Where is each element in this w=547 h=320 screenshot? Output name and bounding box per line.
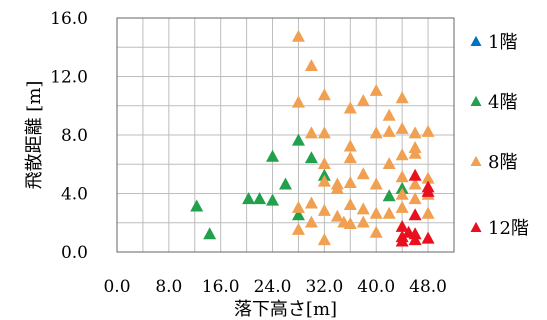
data-point: [242, 192, 256, 205]
data-point: [291, 29, 305, 42]
data-point: [408, 208, 422, 221]
data-point: [343, 176, 357, 189]
data-point: [369, 206, 383, 219]
data-point: [369, 126, 383, 139]
y-tick-labels: 0.0 4.0 8.0 12.0 16.0: [50, 9, 88, 263]
data-point: [369, 225, 383, 238]
data-point: [421, 124, 435, 137]
data-point: [291, 222, 305, 235]
data-point: [421, 206, 435, 219]
data-point: [356, 202, 370, 215]
data-point: [343, 101, 357, 114]
data-point: [395, 170, 409, 183]
data-point: [395, 148, 409, 161]
x-tick-label: 24.0: [254, 277, 292, 297]
data-point: [317, 88, 331, 101]
data-point: [266, 149, 280, 162]
x-tick-label: 0.0: [103, 277, 130, 297]
data-point: [291, 200, 305, 213]
legend-label: 12階: [488, 218, 529, 239]
data-point: [395, 121, 409, 134]
data-point: [356, 215, 370, 228]
data-point: [343, 198, 357, 210]
x-tick-label: 48.0: [409, 277, 447, 297]
data-point: [253, 192, 267, 205]
legend: 1階 4階 8階 12階: [470, 32, 529, 239]
data-points: [190, 29, 435, 247]
legend-label: 8階: [488, 152, 517, 173]
data-point: [304, 196, 318, 209]
y-tick-label: 12.0: [50, 68, 88, 88]
grid: [117, 18, 454, 252]
data-point: [343, 139, 357, 152]
data-point: [408, 177, 422, 190]
data-point: [317, 203, 331, 216]
data-point: [343, 217, 357, 229]
data-point: [395, 219, 409, 232]
data-point: [356, 167, 370, 180]
legend-marker: [470, 95, 482, 107]
data-point: [408, 168, 422, 181]
data-point: [421, 184, 435, 197]
data-point: [317, 157, 331, 170]
x-tick-label: 8.0: [155, 277, 182, 297]
data-point: [382, 157, 396, 170]
data-point: [382, 108, 396, 121]
data-point: [382, 206, 396, 219]
data-point: [304, 126, 318, 139]
data-point: [291, 95, 305, 108]
data-point: [382, 124, 396, 137]
legend-label: 1階: [488, 32, 517, 53]
data-point: [408, 126, 422, 139]
x-axis-label: 落下高さ[m]: [234, 299, 337, 320]
data-point: [395, 187, 409, 200]
data-point: [408, 233, 422, 246]
data-point: [203, 227, 217, 240]
data-point: [369, 177, 383, 190]
y-tick-label: 8.0: [61, 126, 88, 146]
data-point: [369, 83, 383, 96]
plot-area: [116, 17, 455, 253]
data-point: [291, 133, 305, 146]
data-point: [304, 59, 318, 72]
data-point: [395, 234, 409, 247]
data-point: [395, 200, 409, 213]
y-tick-label: 0.0: [61, 243, 88, 263]
data-point: [382, 189, 396, 202]
x-tick-label: 16.0: [202, 277, 240, 297]
data-point: [291, 208, 305, 221]
data-point: [317, 126, 331, 139]
data-point: [343, 151, 357, 164]
data-point: [421, 171, 435, 184]
data-point: [330, 181, 344, 194]
legend-marker: [470, 155, 482, 167]
data-point: [304, 151, 318, 164]
y-tick-label: 16.0: [50, 9, 88, 29]
legend-label: 4階: [488, 92, 517, 113]
legend-marker: [470, 221, 482, 233]
data-point: [408, 146, 422, 159]
x-tick-label: 32.0: [305, 277, 343, 297]
data-point: [395, 91, 409, 104]
data-point: [356, 94, 370, 107]
data-point: [421, 231, 435, 244]
y-axis-label: 飛散距離 [m]: [24, 81, 45, 190]
legend-marker: [470, 35, 482, 47]
data-point: [279, 177, 292, 190]
data-point: [190, 199, 204, 212]
x-tick-labels: 0.0 8.0 16.0 24.0 32.0 40.0 48.0: [103, 277, 447, 297]
data-point: [330, 209, 344, 222]
data-point: [304, 215, 318, 228]
data-point: [408, 192, 422, 205]
data-point: [317, 233, 331, 246]
data-point: [266, 193, 280, 206]
x-tick-label: 40.0: [357, 277, 395, 297]
data-point: [317, 174, 331, 187]
y-tick-label: 4.0: [61, 185, 88, 205]
